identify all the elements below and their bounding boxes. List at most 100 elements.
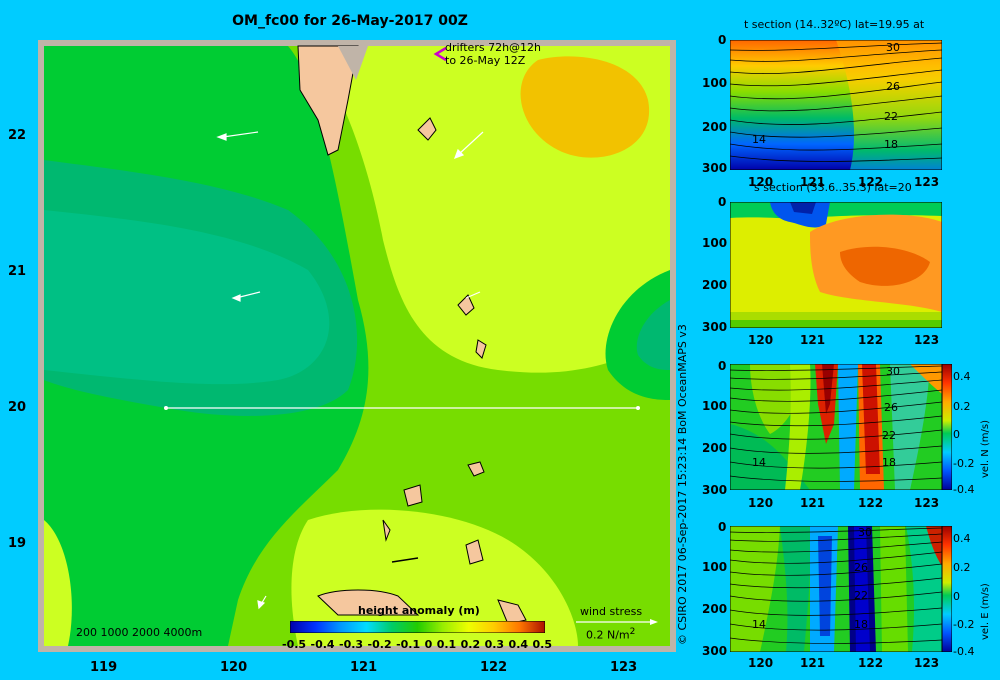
t-section-plot: [730, 40, 942, 170]
y-tick: 300: [702, 644, 728, 658]
y-tick: 100: [702, 76, 728, 90]
cb-tick: -0.2: [367, 638, 392, 651]
x-tick: 121: [800, 333, 826, 347]
x-tick: 121: [800, 656, 826, 670]
map-title: OM_fc00 for 26-May-2017 00Z: [232, 13, 468, 29]
vn-label-14: 14: [752, 456, 766, 469]
y-tick: 0: [718, 359, 727, 373]
vn-label-30: 30: [886, 365, 900, 378]
x-tick: 123: [914, 333, 940, 347]
y-tick: 100: [702, 236, 728, 250]
x-tick: 122: [858, 496, 884, 510]
y-tick: 0: [718, 33, 727, 47]
ve-label-26: 26: [854, 561, 868, 574]
cb-tick: 0.4: [508, 638, 529, 651]
vn-label-22: 22: [882, 429, 896, 442]
cb-tick: -0.5: [282, 638, 307, 651]
y-tick: 200: [702, 120, 728, 134]
s-section-title: s section (33.6..35.3) lat=20: [754, 181, 912, 194]
lon-tick-121: 121: [350, 660, 378, 675]
y-tick: 200: [702, 278, 728, 292]
vn-cb-tick: 0: [953, 428, 960, 441]
y-tick: 100: [702, 560, 728, 574]
ve-label-30: 30: [858, 526, 872, 539]
x-tick: 123: [914, 656, 940, 670]
vn-cb-tick: 0.2: [953, 400, 971, 413]
y-tick: 200: [702, 602, 728, 616]
cb-tick: 0.2: [460, 638, 481, 651]
vel-n-section-plot: [730, 364, 942, 490]
transect-line: [164, 406, 640, 410]
lon-tick-119: 119: [90, 660, 118, 675]
colorbar-title: height anomaly (m): [358, 604, 480, 617]
ve-label-14: 14: [752, 618, 766, 631]
height-anomaly-map: [38, 40, 676, 652]
lon-tick-123: 123: [610, 660, 638, 675]
y-tick: 100: [702, 399, 728, 413]
cb-tick: -0.4: [310, 638, 335, 651]
ve-cb-tick: 0.4: [953, 532, 971, 545]
t-label-18: 18: [884, 138, 898, 151]
wind-scale-arrow: [576, 619, 658, 625]
y-tick: 300: [702, 161, 728, 175]
x-tick: 120: [748, 175, 774, 189]
y-tick: 0: [718, 195, 727, 209]
colorbar-ticks: -0.5 -0.4 -0.3 -0.2 -0.1 0 0.1 0.2 0.3 0…: [282, 638, 552, 651]
x-tick: 121: [800, 496, 826, 510]
t-section-title: t section (14..32ºC) lat=19.95 at: [744, 18, 925, 31]
vn-cb-tick: -0.4: [953, 483, 975, 496]
vn-label-18: 18: [882, 456, 896, 469]
y-tick: 200: [702, 441, 728, 455]
ve-units: vel. E (m/s): [980, 583, 991, 640]
vn-cb-tick: -0.2: [953, 457, 975, 470]
x-tick: 120: [748, 496, 774, 510]
x-tick: 121: [800, 175, 826, 189]
vel-e-section-plot: [730, 526, 942, 652]
t-label-22: 22: [884, 110, 898, 123]
drifters-label-1: drifters 72h@12h: [445, 41, 542, 54]
cb-tick: -0.1: [396, 638, 421, 651]
cb-tick: -0.3: [339, 638, 364, 651]
lat-tick-19: 19: [8, 536, 27, 551]
y-tick: 300: [702, 320, 728, 334]
lon-tick-120: 120: [220, 660, 248, 675]
t-label-26: 26: [886, 80, 900, 93]
height-colorbar: [290, 621, 545, 633]
cb-tick: 0: [424, 638, 433, 651]
cb-tick: 0.5: [532, 638, 553, 651]
cb-tick: 0.1: [436, 638, 457, 651]
vn-units: vel. N (m/s): [980, 420, 991, 478]
lon-tick-122: 122: [480, 660, 508, 675]
vn-cb-tick: 0.4: [953, 370, 971, 383]
y-tick: 300: [702, 483, 728, 497]
wind-scale-value: 0.2 N/m2: [586, 627, 636, 642]
ve-label-18: 18: [854, 618, 868, 631]
x-tick: 123: [914, 496, 940, 510]
x-tick: 120: [748, 333, 774, 347]
x-tick: 122: [858, 333, 884, 347]
section-panels: t section (14..32ºC) lat=19.95 at: [700, 18, 1000, 678]
x-tick: 123: [914, 175, 940, 189]
vel-e-colorbar: [942, 526, 952, 652]
credit-text: © CSIRO 2017 06-Sep-2017 15:23:14 BoM Oc…: [676, 324, 689, 645]
wind-stress-label: wind stress: [580, 605, 643, 618]
s-section-plot: [730, 202, 942, 328]
ve-cb-tick: -0.2: [953, 618, 975, 631]
t-label-30: 30: [886, 41, 900, 54]
t-label-14: 14: [752, 133, 766, 146]
cb-tick: 0.3: [484, 638, 505, 651]
vn-label-26: 26: [884, 401, 898, 414]
lat-tick-21: 21: [8, 264, 27, 279]
ve-cb-tick: 0: [953, 590, 960, 603]
lat-tick-22: 22: [8, 128, 27, 143]
y-tick: 0: [718, 520, 727, 534]
x-tick: 122: [858, 175, 884, 189]
x-tick: 120: [748, 656, 774, 670]
drifters-label-2: to 26-May 12Z: [445, 54, 526, 67]
vel-n-colorbar: [942, 364, 952, 490]
x-tick: 122: [858, 656, 884, 670]
lat-tick-20: 20: [8, 400, 27, 415]
ve-cb-tick: -0.4: [953, 645, 975, 658]
depth-contour-legend: 200 1000 2000 4000m: [76, 626, 203, 639]
ve-cb-tick: 0.2: [953, 561, 971, 574]
